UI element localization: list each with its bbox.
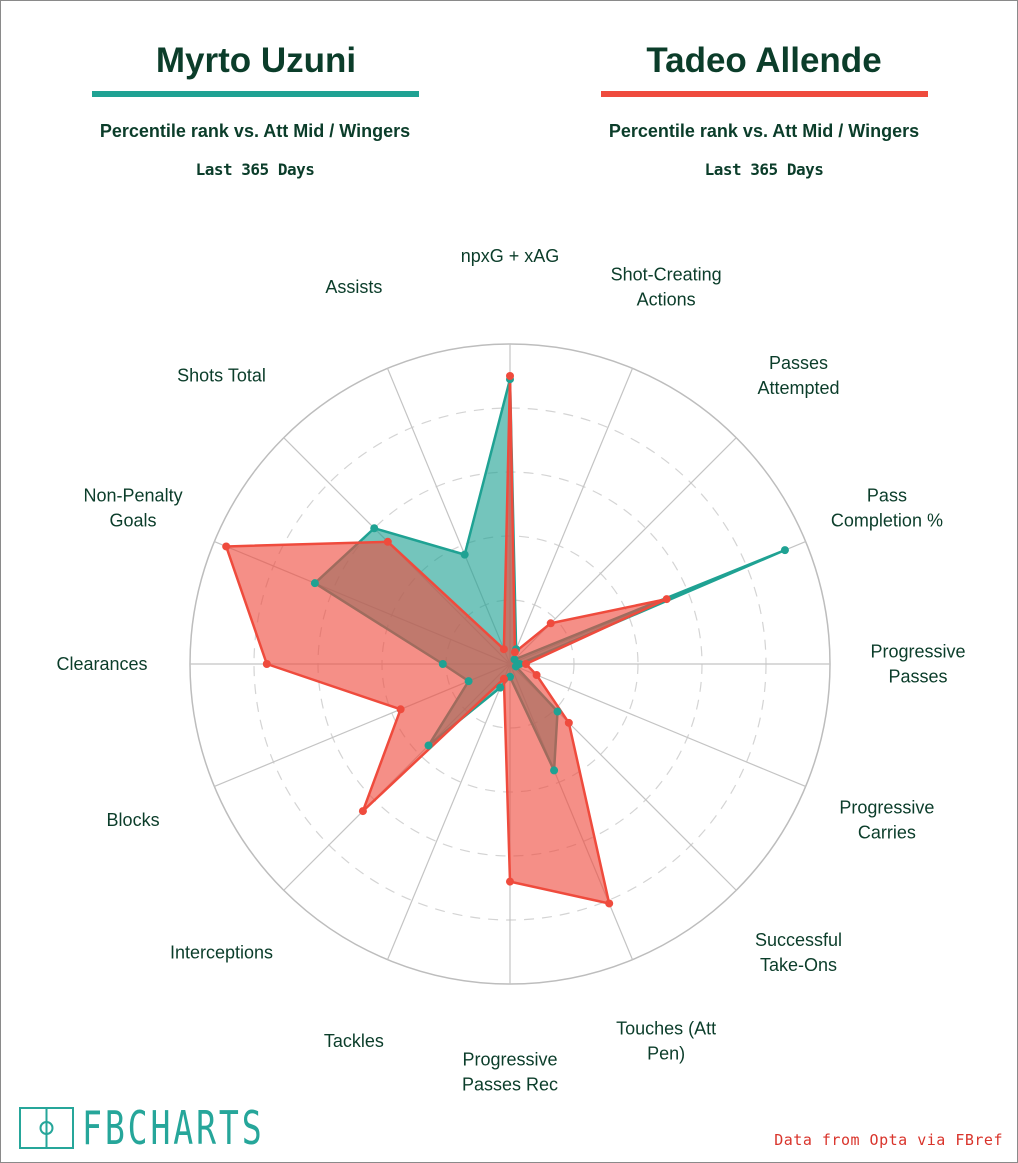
axis-label: Progressive Passes Rec — [462, 1050, 558, 1095]
data-point-series-1 — [424, 741, 433, 750]
axis-label: Blocks — [107, 810, 160, 830]
axis-label: Progressive Passes — [870, 642, 965, 687]
data-point-series-1 — [780, 546, 789, 555]
data-point-series-2 — [532, 671, 541, 680]
data-point-series-2 — [499, 674, 508, 683]
data-point-series-2 — [522, 660, 530, 668]
data-point-series-1 — [310, 579, 319, 588]
data-point-series-2 — [383, 537, 392, 546]
radar-spoke — [509, 663, 806, 788]
axis-label: Touches (Att Pen) — [616, 1018, 716, 1063]
axis-label: Passes Attempted — [757, 353, 839, 398]
data-point-series-1 — [464, 677, 473, 686]
player-left-color-bar — [92, 91, 419, 97]
fbcharts-logo: FBCHARTS — [19, 1105, 336, 1151]
data-point-series-1 — [370, 524, 379, 533]
data-point-series-1 — [496, 683, 505, 692]
series-area-2 — [224, 374, 668, 905]
player-left-period: Last 365 Days — [195, 160, 315, 179]
data-point-series-2 — [222, 542, 231, 551]
data-point-series-2 — [605, 899, 614, 908]
axis-label: Progressive Carries — [839, 798, 934, 843]
axis-label: Tackles — [324, 1031, 384, 1051]
player-left-subtitle: Percentile rank vs. Att Mid / Wingers — [99, 121, 411, 141]
axis-label: Clearances — [56, 654, 147, 674]
data-point-series-1 — [460, 550, 469, 559]
player-right-period: Last 365 Days — [704, 160, 824, 179]
data-point-series-2 — [564, 718, 573, 727]
player-right-color-bar — [601, 91, 928, 97]
data-source: Data from Opta via FBref — [774, 1131, 1003, 1149]
data-point-series-2 — [396, 705, 405, 714]
axis-label: Non-Penalty Goals — [84, 485, 183, 530]
data-point-series-2 — [506, 877, 514, 886]
data-point-series-2 — [510, 648, 519, 657]
data-point-series-2 — [546, 619, 555, 628]
data-point-series-2 — [662, 595, 671, 604]
axis-label: Interceptions — [170, 942, 273, 962]
axis-label: Pass Completion % — [831, 485, 943, 530]
data-point-series-1 — [438, 660, 447, 668]
radar-spoke — [386, 663, 511, 960]
logo-text: FBCHARTS — [82, 1101, 265, 1155]
axis-label: npxG + xAG — [461, 246, 560, 266]
data-point-series-1 — [550, 766, 559, 775]
data-point-series-1 — [511, 662, 520, 671]
pitch-icon — [19, 1107, 74, 1149]
data-point-series-2 — [262, 660, 271, 668]
data-point-series-1 — [506, 672, 514, 681]
axis-label: Assists — [325, 277, 382, 297]
axis-label: Shots Total — [177, 366, 266, 386]
radar-spoke — [509, 368, 634, 665]
player-right-name: Tadeo Allende — [646, 41, 882, 80]
player-left-name: Myrto Uzuni — [155, 41, 357, 80]
player-right-subtitle: Percentile rank vs. Att Mid / Wingers — [608, 121, 920, 141]
data-point-series-2 — [506, 372, 514, 380]
axis-label: Successful Take-Ons — [755, 930, 842, 975]
data-point-series-1 — [553, 707, 562, 716]
axis-label: Shot-Creating Actions — [611, 265, 722, 310]
data-point-series-2 — [499, 645, 508, 654]
data-point-series-2 — [358, 807, 367, 816]
